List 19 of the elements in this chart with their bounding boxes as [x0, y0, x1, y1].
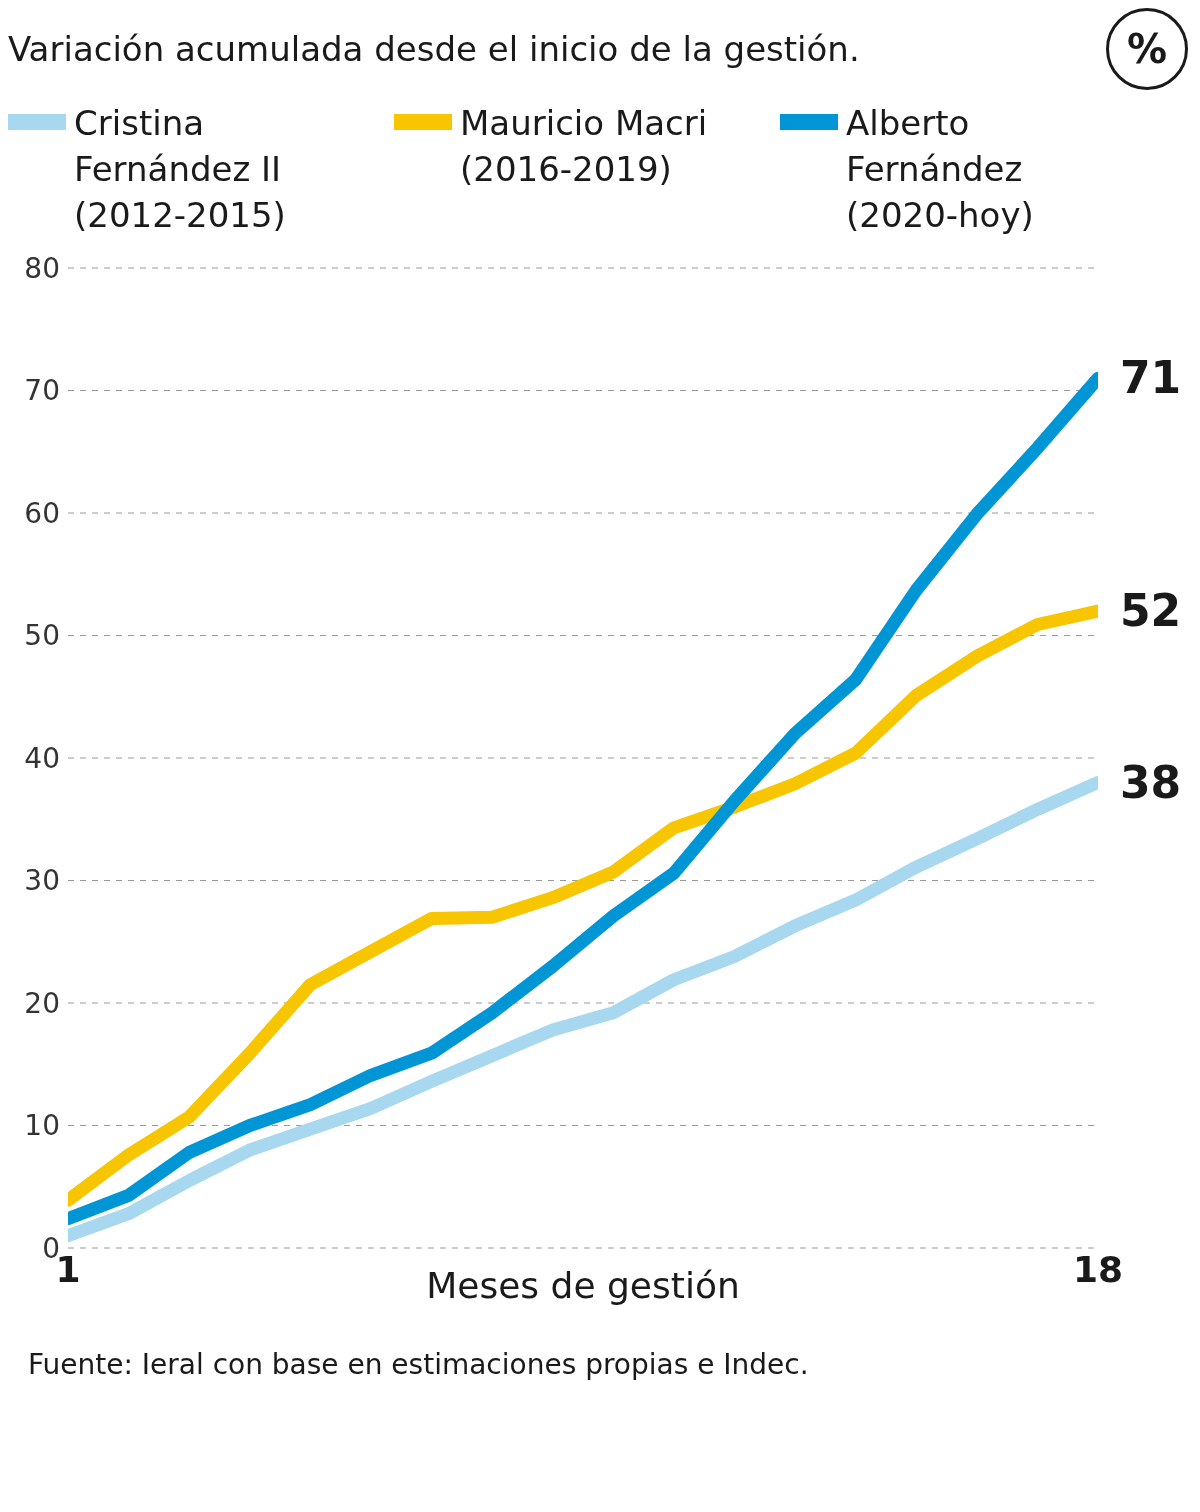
y-tick-label: 50	[24, 619, 60, 653]
data-label: 38	[1120, 756, 1182, 808]
legend-label: Cristina Fernández II (2012-2015)	[74, 102, 287, 237]
legend-label: Mauricio Macri (2016-2019)	[460, 102, 709, 191]
y-tick-label: 40	[24, 741, 60, 775]
y-tick-label: 80	[24, 251, 60, 285]
y-tick-label: 60	[24, 496, 60, 530]
y-tick-label: 70	[24, 374, 60, 408]
data-label: 71	[1120, 352, 1182, 404]
text: %	[1106, 8, 1188, 90]
source-note: Fuente: Ieral con base en estimaciones propias e Indec.	[27, 1348, 810, 1381]
x-axis-title: Meses de gestión	[426, 1265, 740, 1306]
y-tick-label: 10	[24, 1109, 60, 1143]
chart-title: Variación acumulada desde el inicio de la gestión.	[8, 29, 860, 69]
y-tick-label: 30	[24, 864, 60, 898]
legend-label: Alberto Fernández (2020-hoy)	[846, 102, 1035, 237]
x-tick-label: 18	[1072, 1248, 1124, 1290]
y-tick-label: 20	[24, 986, 60, 1020]
data-label: 52	[1120, 585, 1182, 636]
